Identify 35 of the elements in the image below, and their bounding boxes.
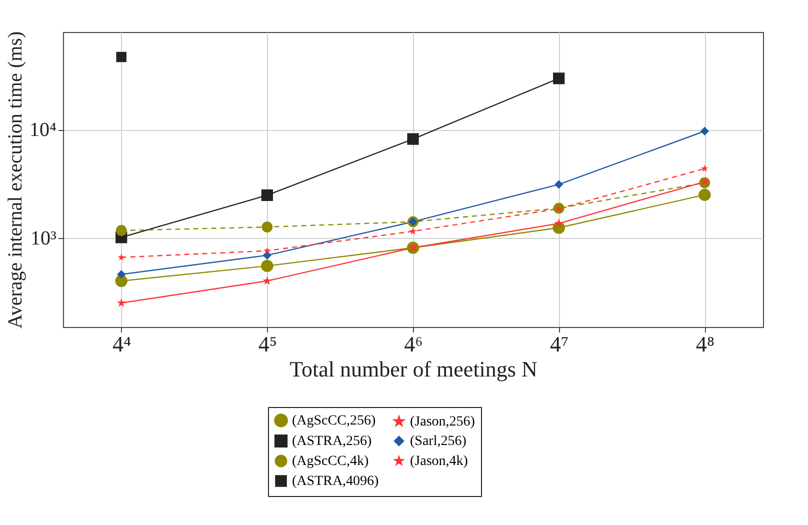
- point: [262, 276, 272, 285]
- point: [700, 164, 708, 172]
- legend-label: (Jason,4k): [410, 454, 468, 469]
- legend-label: (Sarl,256): [410, 434, 467, 449]
- point: [554, 218, 564, 228]
- point: [700, 177, 710, 186]
- x-tick-label: 4⁶: [404, 332, 423, 356]
- legend-label: (Jason,256): [410, 414, 476, 430]
- point: [698, 188, 711, 201]
- point: [116, 298, 126, 307]
- legend-label: (ASTRA,256): [292, 434, 372, 449]
- point: [116, 225, 127, 236]
- x-axis-title: Total number of meetings N: [290, 356, 538, 382]
- point: [117, 270, 126, 279]
- legend-label: (AgScCC,256): [292, 413, 376, 428]
- y-tick-label: 10³: [30, 227, 56, 250]
- point: [118, 254, 126, 261]
- point: [553, 72, 565, 84]
- point: [700, 126, 709, 136]
- point: [263, 246, 271, 254]
- point: [554, 180, 564, 189]
- x-tick-label: 4⁷: [550, 332, 569, 356]
- point: [261, 260, 274, 272]
- point: [262, 222, 273, 232]
- y-axis-title: Average internal execution time (ms): [4, 31, 27, 329]
- y-tick-label: 10⁴: [30, 119, 57, 142]
- point: [407, 133, 419, 145]
- x-tick-label: 4⁸: [696, 332, 715, 356]
- point: [409, 227, 417, 234]
- point: [116, 52, 126, 62]
- x-tick-label: 4⁵: [258, 332, 278, 356]
- legend-label: (ASTRA,4096): [292, 474, 380, 489]
- legend-label: (AgScCC,4k): [292, 454, 369, 469]
- point: [261, 189, 273, 202]
- x-tick-label: 4⁴: [112, 332, 132, 356]
